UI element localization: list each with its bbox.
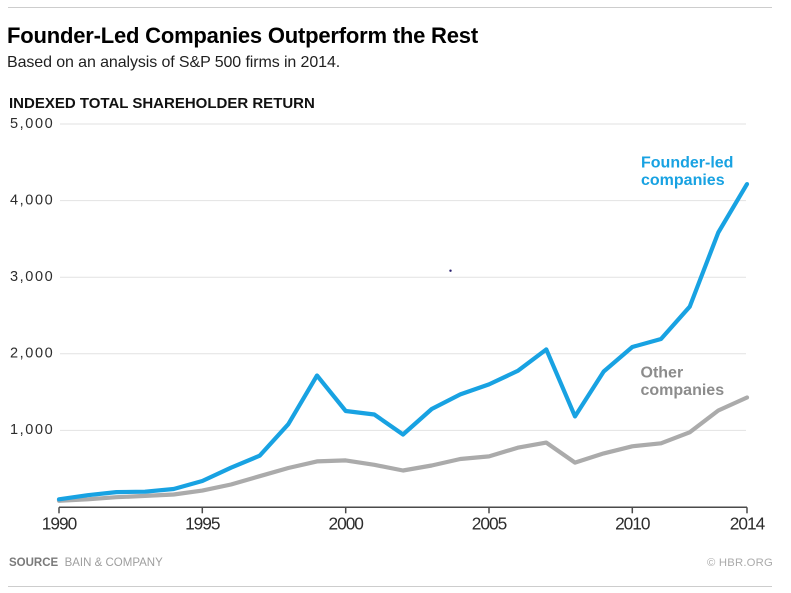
svg-text:2005: 2005 [472,514,507,534]
svg-text:Founder-led: Founder-led [641,154,733,171]
svg-text:5,000: 5,000 [10,116,54,132]
svg-text:companies: companies [641,172,725,189]
svg-text:3,000: 3,000 [10,269,54,285]
svg-text:4,000: 4,000 [10,193,54,209]
svg-text:Other: Other [641,365,684,382]
svg-text:2000: 2000 [328,514,363,534]
svg-text:1990: 1990 [42,514,77,534]
svg-text:companies: companies [641,382,725,399]
svg-text:2014: 2014 [730,514,766,534]
svg-text:1995: 1995 [185,514,220,534]
svg-text:2010: 2010 [615,514,650,534]
svg-text:1,000: 1,000 [10,422,54,438]
svg-text:2,000: 2,000 [10,346,54,362]
